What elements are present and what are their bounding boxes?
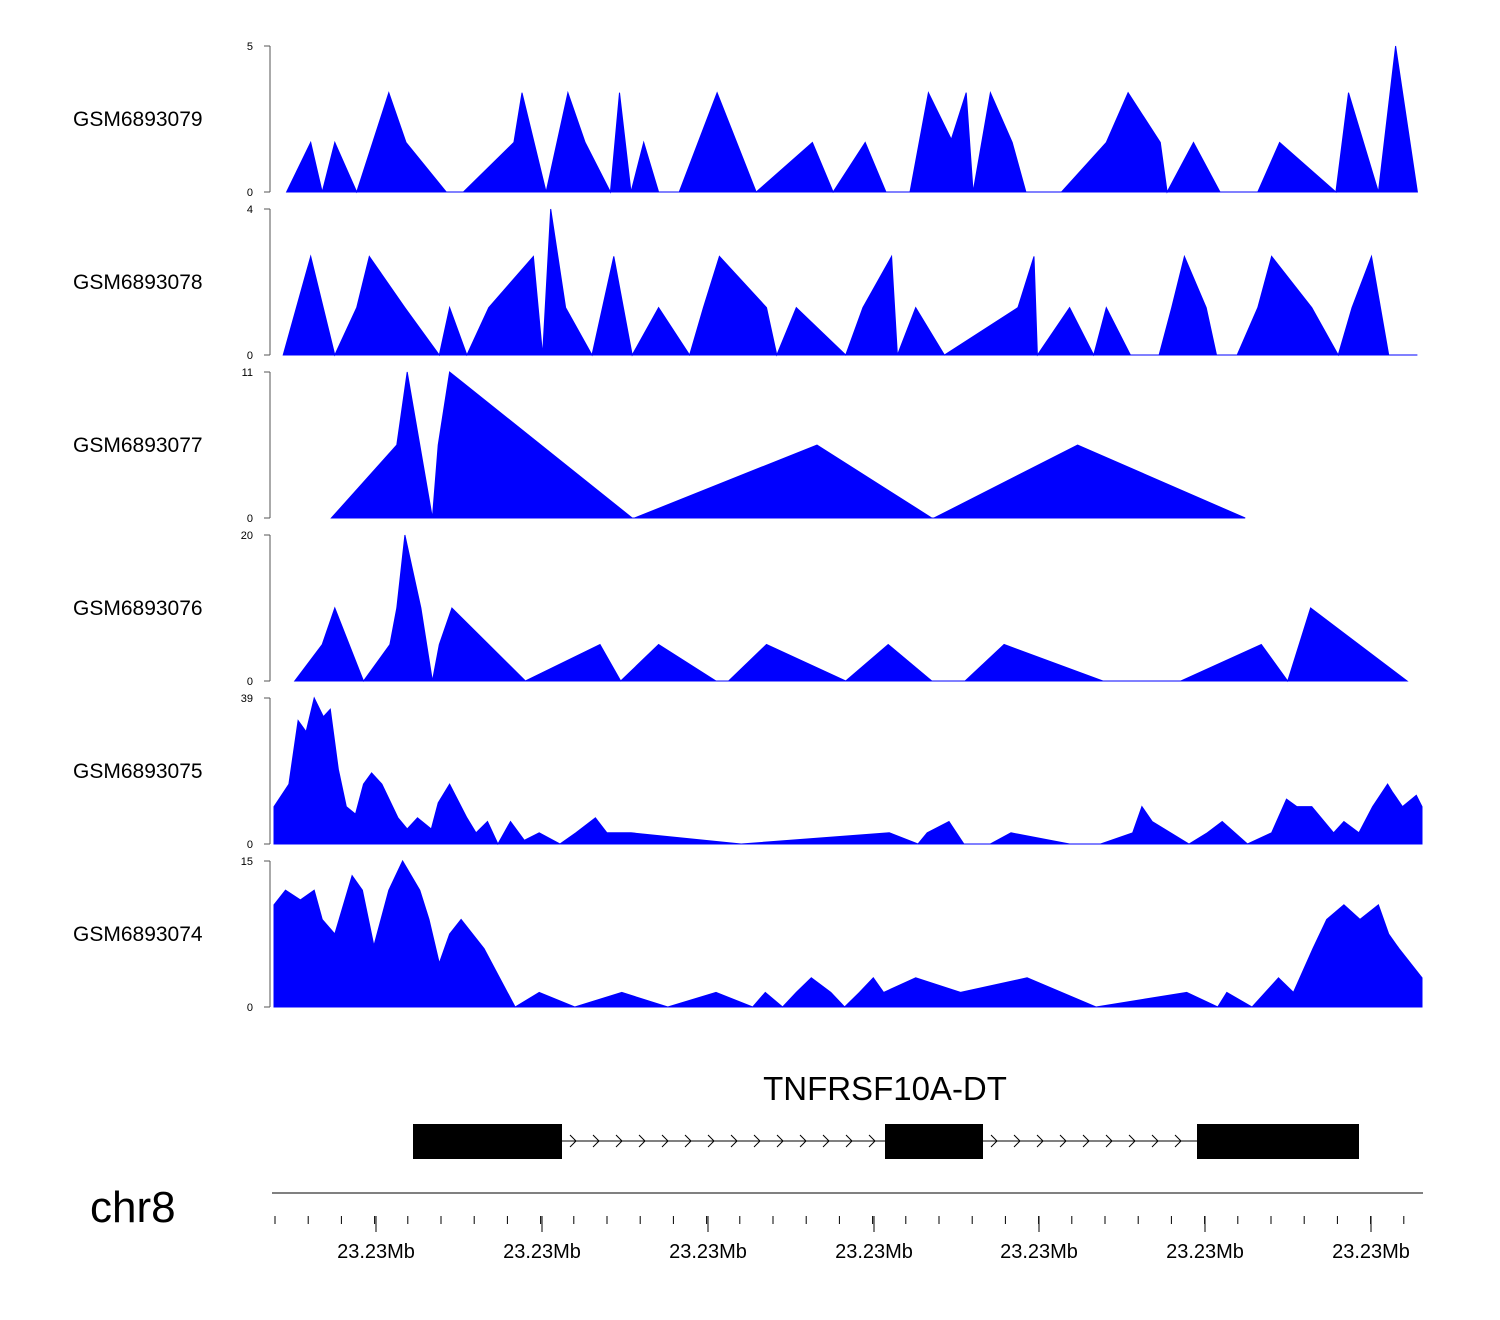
strand-arrow xyxy=(1013,1134,1021,1148)
strand-arrow xyxy=(1082,1134,1090,1148)
genome-coordinate-label: 23.23Mb xyxy=(337,1241,415,1263)
strand-arrow xyxy=(661,1134,669,1148)
chromosome-label: chr8 xyxy=(90,1183,176,1232)
strand-arrow xyxy=(730,1134,738,1148)
strand-arrow xyxy=(753,1134,761,1148)
track-GSM6893077: GSM6893077 0 11 xyxy=(73,367,1246,525)
strand-arrow xyxy=(615,1134,623,1148)
strand-arrow xyxy=(1059,1134,1067,1148)
strand-arrow xyxy=(684,1134,692,1148)
strand-arrow xyxy=(1174,1134,1182,1148)
y-tick-label: 4 xyxy=(247,204,253,216)
exon-2 xyxy=(885,1124,983,1159)
coverage-area xyxy=(285,45,1418,194)
gene-name: TNFRSF10A-DT xyxy=(763,1070,1007,1107)
strand-arrow xyxy=(707,1134,715,1148)
y-tick-label: 11 xyxy=(242,367,253,379)
exon-1 xyxy=(413,1124,562,1159)
y-tick-label: 39 xyxy=(241,693,253,705)
strand-arrow xyxy=(799,1134,807,1148)
coverage-area xyxy=(282,208,1418,357)
y-tick-label: 15 xyxy=(241,856,253,868)
strand-arrow xyxy=(1128,1134,1136,1148)
y-tick-label: 0 xyxy=(247,350,253,362)
strand-arrow xyxy=(776,1134,784,1148)
coverage-tracks: GSM689307905GSM689307804GSM6893077011GSM… xyxy=(73,41,1423,1014)
y-tick-label: 0 xyxy=(247,676,253,688)
track-label: GSM6893076 xyxy=(73,597,203,620)
track-GSM6893076: GSM6893076 0 20 xyxy=(73,530,1409,688)
strand-arrow xyxy=(822,1134,830,1148)
genome-coordinate-label: 23.23Mb xyxy=(1166,1241,1244,1263)
coverage-area xyxy=(273,696,1423,846)
coverage-area xyxy=(293,534,1409,683)
genome-coordinate-label: 23.23Mb xyxy=(503,1241,581,1263)
genome-coordinate-label: 23.23Mb xyxy=(1332,1241,1410,1263)
genome-coordinate-label: 23.23Mb xyxy=(669,1241,747,1263)
strand-arrow xyxy=(868,1134,876,1148)
y-tick-label: 0 xyxy=(247,187,253,199)
y-tick-label: 5 xyxy=(247,41,253,53)
track-GSM6893075: GSM6893075 0 39 xyxy=(73,693,1423,851)
y-tick-label: 0 xyxy=(247,1002,253,1014)
genome-axis-ticks: 23.23Mb 23.23Mb 23.23Mb 23.23Mb 23.23Mb 23.23… xyxy=(274,1216,1410,1263)
y-tick-label: 20 xyxy=(241,530,253,542)
strand-arrow xyxy=(845,1134,853,1148)
exon-3 xyxy=(1197,1124,1359,1159)
track-label: GSM6893078 xyxy=(73,271,203,294)
y-tick-label: 0 xyxy=(247,839,253,851)
strand-arrow xyxy=(1036,1134,1044,1148)
strand-arrow xyxy=(569,1134,577,1148)
track-label: GSM6893074 xyxy=(73,923,203,946)
coverage-area xyxy=(330,371,1246,519)
strand-arrow xyxy=(638,1134,646,1148)
strand-arrow xyxy=(1151,1134,1159,1148)
gene-track: TNFRSF10A-DT xyxy=(413,1070,1359,1159)
strand-arrow xyxy=(990,1134,998,1148)
genome-coordinate-label: 23.23Mb xyxy=(1000,1241,1078,1263)
track-GSM6893074: GSM6893074 0 15 xyxy=(73,856,1423,1014)
strand-arrow xyxy=(1105,1134,1113,1148)
strand-arrows xyxy=(569,1134,1182,1148)
genome-coordinate-label: 23.23Mb xyxy=(835,1241,913,1263)
track-label: GSM6893079 xyxy=(73,108,203,131)
strand-arrow xyxy=(592,1134,600,1148)
coverage-area xyxy=(273,859,1423,1008)
y-tick-label: 0 xyxy=(247,513,253,525)
track-GSM6893078: GSM6893078 0 4 xyxy=(73,204,1418,362)
track-label: GSM6893077 xyxy=(73,434,203,457)
track-GSM6893079: GSM6893079 0 5 xyxy=(73,41,1418,199)
track-label: GSM6893075 xyxy=(73,760,203,783)
